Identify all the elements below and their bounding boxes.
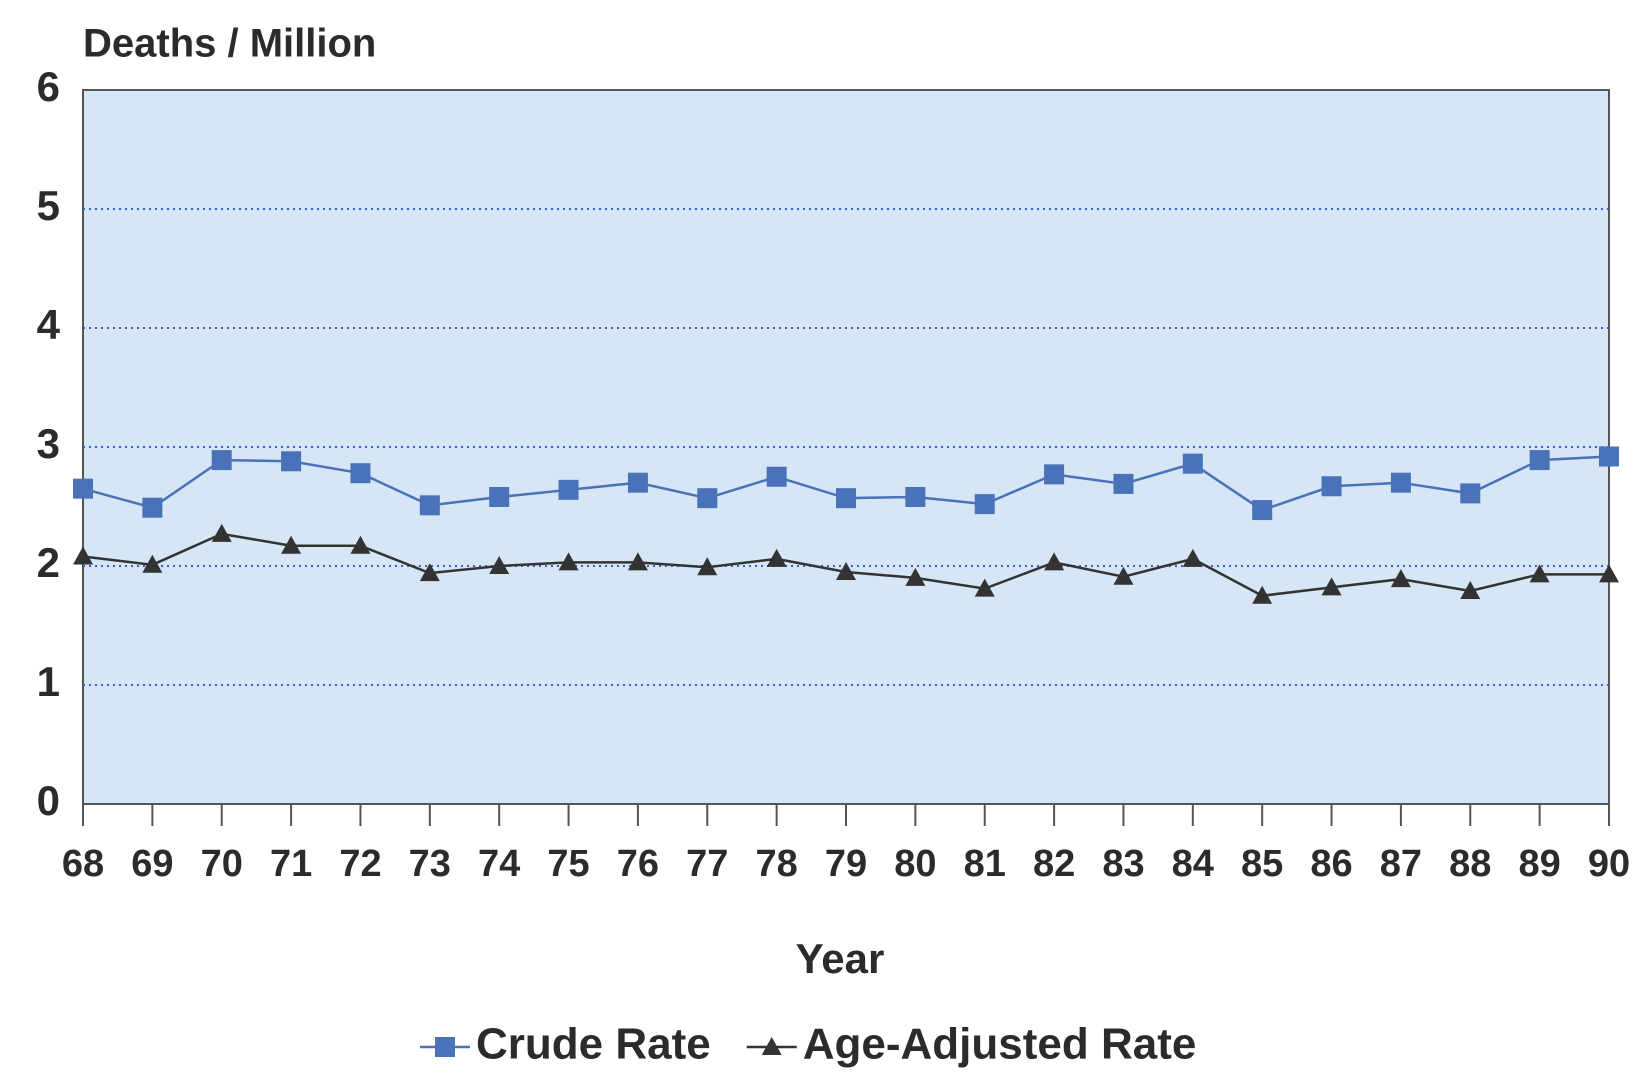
x-tick-label: 88 — [1449, 843, 1491, 885]
data-point — [419, 495, 440, 516]
x-tick-label: 81 — [964, 843, 1006, 885]
y-tick-label: 5 — [37, 182, 60, 229]
data-point — [1529, 450, 1550, 471]
x-tick-label: 80 — [894, 843, 936, 885]
data-point — [1321, 577, 1342, 596]
data-point — [489, 486, 510, 507]
data-point — [697, 557, 718, 576]
y-tick-label: 6 — [37, 63, 60, 110]
data-point — [766, 466, 787, 487]
x-tick-label: 74 — [478, 843, 520, 885]
x-axis-label: Year — [796, 935, 885, 982]
data-point — [1113, 473, 1134, 494]
data-point — [489, 556, 510, 574]
data-point — [836, 561, 856, 580]
data-point — [558, 479, 579, 500]
y-tick-label: 4 — [37, 301, 61, 348]
x-tick-label: 84 — [1172, 843, 1214, 885]
data-point — [1599, 446, 1619, 467]
data-point — [905, 486, 926, 507]
data-point — [281, 535, 302, 554]
x-tick-label: 69 — [131, 843, 173, 885]
x-tick-label: 73 — [409, 843, 451, 885]
data-point — [766, 548, 787, 567]
x-tick-label: 87 — [1380, 843, 1422, 885]
x-tick-label: 82 — [1033, 843, 1075, 885]
x-tick-label: 68 — [62, 843, 104, 885]
data-point — [350, 463, 371, 484]
data-point — [697, 488, 718, 509]
x-tick-label: 89 — [1518, 843, 1560, 885]
data-point — [1182, 453, 1203, 474]
y-tick-label: 2 — [37, 539, 60, 586]
data-point — [1044, 464, 1065, 485]
data-point — [350, 535, 371, 554]
y-tick-label: 0 — [37, 777, 60, 824]
data-point — [1599, 564, 1619, 583]
legend-label: Crude Rate — [476, 1020, 711, 1069]
data-point — [73, 546, 93, 565]
legend-marker — [761, 1037, 782, 1055]
data-point — [142, 497, 163, 518]
data-point — [836, 488, 856, 509]
x-tick-label: 71 — [270, 843, 312, 885]
chart-title: Deaths / Million — [83, 22, 376, 66]
x-tick-label: 86 — [1310, 843, 1352, 885]
data-point — [558, 552, 579, 571]
data-point — [1182, 548, 1203, 567]
data-point — [1044, 552, 1065, 571]
data-point — [1390, 569, 1411, 588]
x-tick-label: 85 — [1241, 843, 1283, 885]
data-point — [974, 494, 995, 515]
x-tick-label: 72 — [339, 843, 381, 885]
x-tick-label: 83 — [1102, 843, 1144, 885]
x-tick-label: 70 — [201, 843, 243, 885]
data-point — [1113, 566, 1134, 585]
data-point — [419, 563, 440, 582]
x-tick-label: 75 — [547, 843, 589, 885]
x-tick-label: 76 — [617, 843, 659, 885]
legend-label: Age-Adjusted Rate — [803, 1020, 1197, 1069]
data-point — [905, 567, 926, 586]
x-tick-label: 77 — [686, 843, 728, 885]
legend-marker — [435, 1037, 455, 1057]
x-tick-label: 90 — [1588, 843, 1630, 885]
data-point — [211, 450, 232, 471]
data-point — [1529, 564, 1550, 583]
data-point — [1321, 476, 1342, 497]
data-point — [1390, 472, 1411, 493]
y-tick-label: 1 — [37, 658, 60, 705]
x-tick-label: 78 — [755, 843, 797, 885]
data-point — [142, 554, 163, 573]
data-point — [974, 578, 995, 597]
data-point — [1252, 500, 1273, 521]
data-point — [281, 451, 302, 472]
data-point — [627, 472, 648, 493]
data-point — [627, 552, 648, 571]
data-point — [1252, 585, 1273, 604]
data-point — [211, 523, 232, 542]
data-point — [73, 478, 93, 499]
data-point — [1460, 580, 1481, 599]
y-tick-label: 3 — [37, 420, 60, 467]
x-tick-label: 79 — [825, 843, 867, 885]
data-point — [1460, 483, 1481, 504]
